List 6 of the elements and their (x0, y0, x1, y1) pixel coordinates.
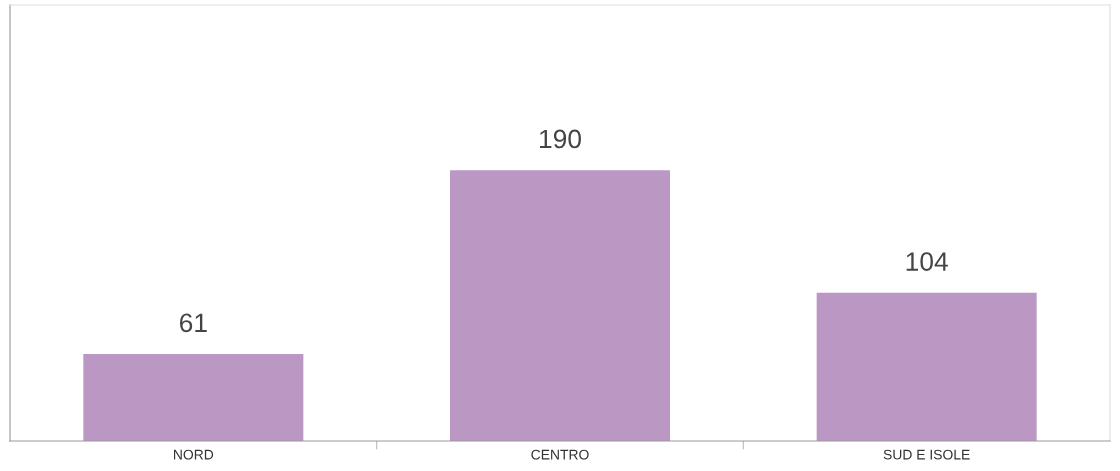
x-tick-label: CENTRO (531, 449, 589, 460)
data-label: 104 (906, 252, 948, 271)
data-label: 190 (540, 129, 581, 149)
x-tick-label: SUD E ISOLE (883, 449, 970, 460)
x-tick-label: NORD (174, 449, 214, 460)
data-label: 61 (180, 313, 207, 333)
